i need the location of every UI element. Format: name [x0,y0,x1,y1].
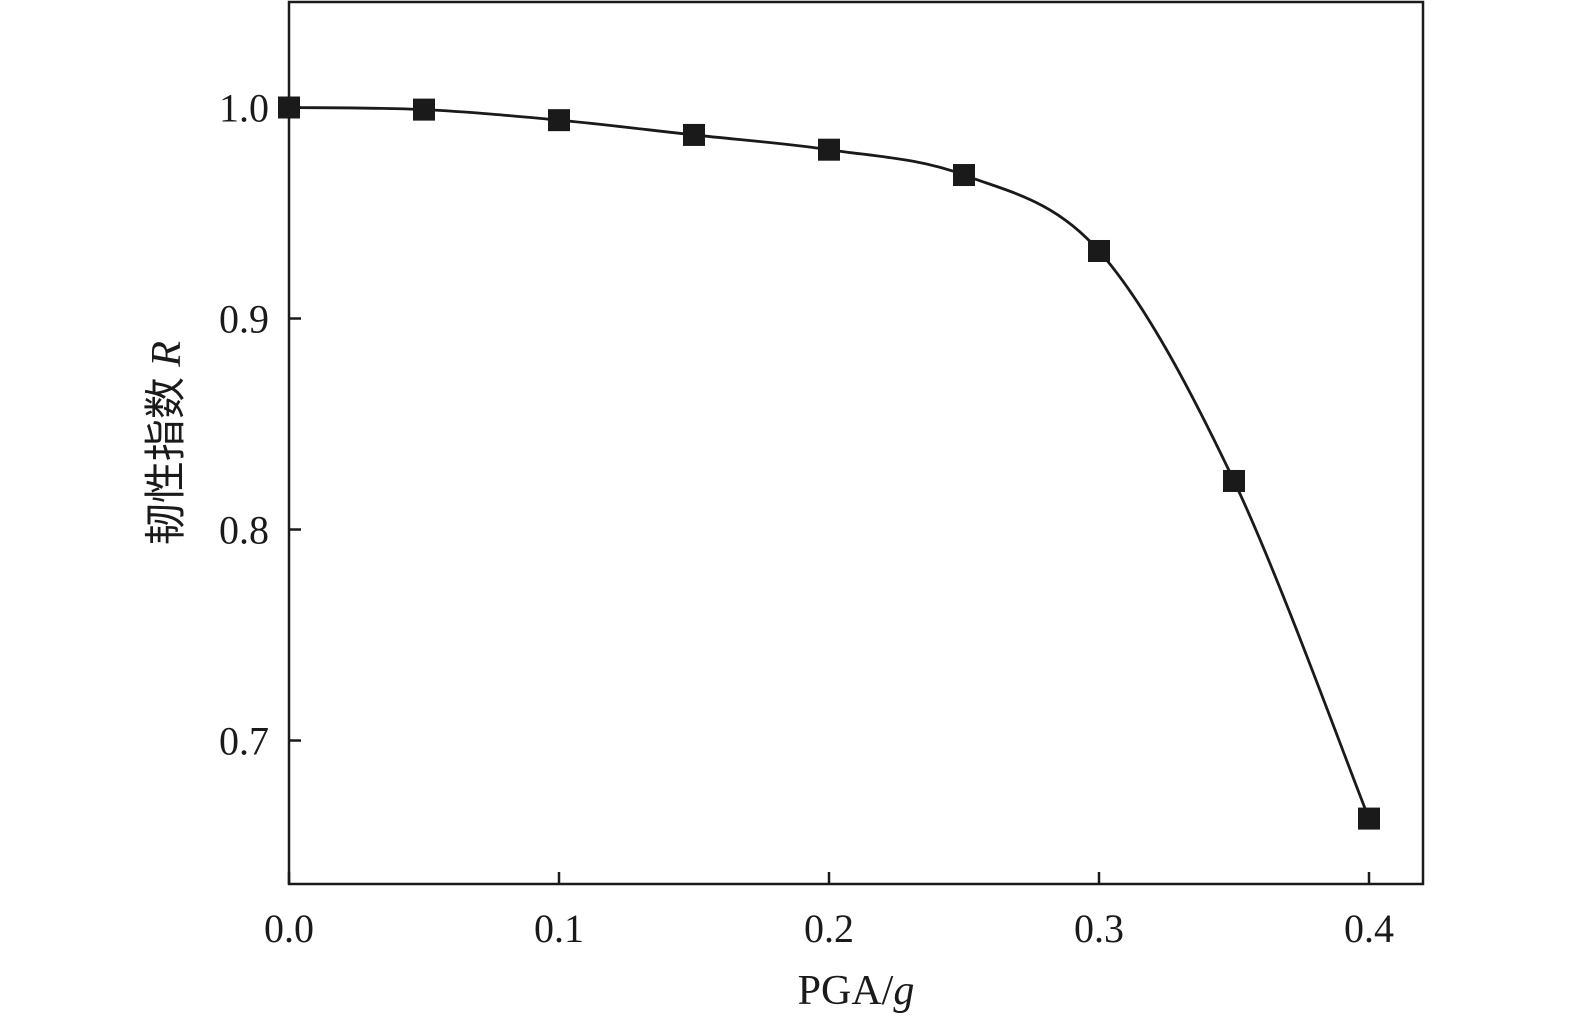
data-point [548,109,570,132]
x-tick-label: 0.4 [1344,906,1394,951]
x-axis-ticks: 0.0 0.1 0.2 0.3 0.4 [264,872,1394,951]
data-point [953,164,975,187]
x-tick-label: 0.2 [804,906,854,951]
data-point [818,138,840,161]
y-axis-title: 韧性指数 R [144,341,190,545]
data-point [683,123,705,146]
x-tick-label: 0.0 [264,906,314,951]
y-tick-label: 0.8 [219,508,269,553]
series-line [288,106,1371,820]
data-point [413,98,435,121]
data-point [1358,807,1380,830]
x-tick-label: 0.1 [534,906,584,951]
data-point [1223,469,1245,492]
y-tick-label: 1.0 [219,86,269,131]
x-tick-label: 0.3 [1074,906,1124,951]
data-point [1088,239,1110,262]
x-axis-title: PGA/g [798,968,915,1014]
y-axis-ticks: 0.7 0.8 0.9 1.0 [219,86,301,764]
y-tick-label: 0.9 [219,297,269,342]
y-tick-label: 0.7 [219,719,269,764]
data-point [278,96,300,119]
series-markers [278,96,1380,830]
plot-frame [287,0,1425,886]
